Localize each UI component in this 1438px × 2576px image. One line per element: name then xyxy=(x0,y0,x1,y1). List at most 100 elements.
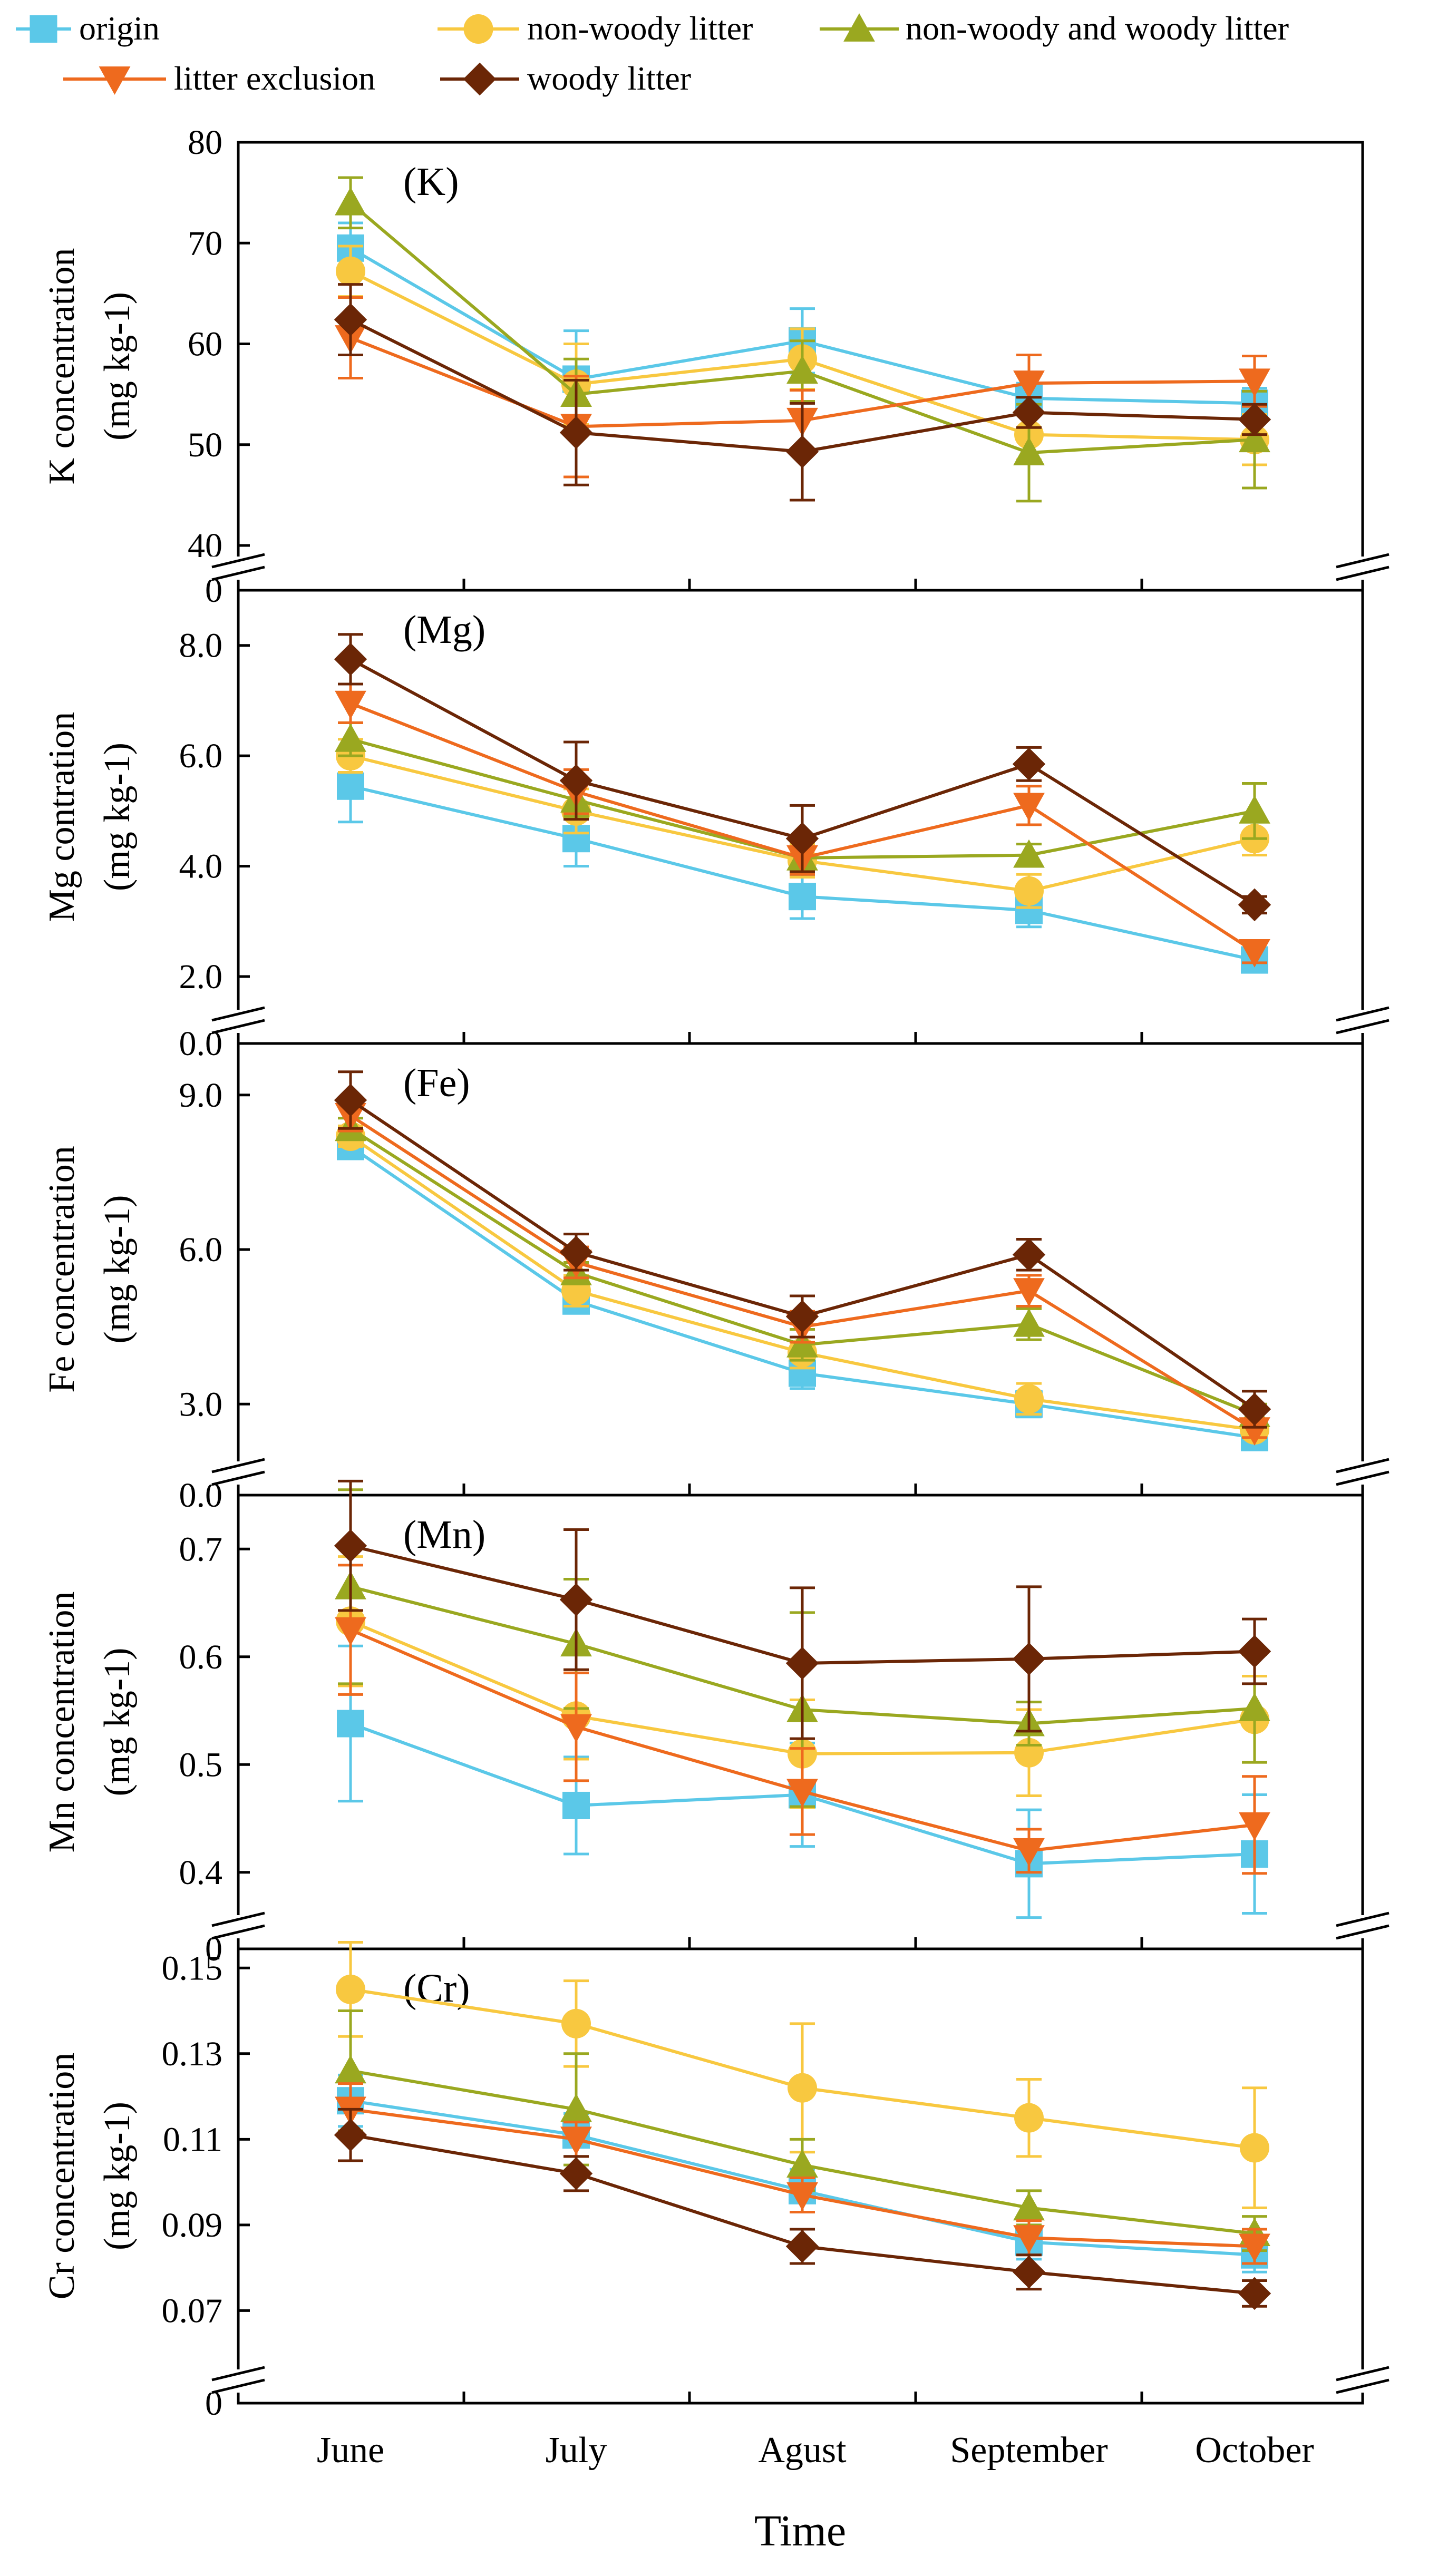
plot-frame xyxy=(237,1947,1364,2405)
axis-break-mark xyxy=(1336,1019,1390,1035)
data-point xyxy=(789,883,816,911)
legend-marker xyxy=(99,66,131,95)
data-point xyxy=(559,764,593,797)
data-point xyxy=(335,2055,366,2084)
panel-label: (Mg) xyxy=(403,608,485,652)
axis-break-mark xyxy=(1336,2378,1390,2394)
y-tick-label: 0.07 xyxy=(162,2291,223,2330)
data-point xyxy=(786,355,818,384)
data-point xyxy=(562,1791,590,1819)
data-point xyxy=(1238,1635,1271,1668)
axis-break-mark xyxy=(211,1006,265,1022)
data-point xyxy=(1239,1693,1270,1721)
legend-marker xyxy=(463,14,493,44)
x-tick-label: July xyxy=(546,2430,607,2471)
y-tick-label: 3.0 xyxy=(179,1385,223,1423)
x-axis: June July Agust September October Time xyxy=(317,2430,1314,2555)
data-point xyxy=(1239,1812,1270,1841)
y-axis-label: Mg contration xyxy=(42,712,82,922)
data-point xyxy=(1239,939,1270,968)
y-axis-label: Fe concentration xyxy=(42,1146,82,1392)
axis-break-mark xyxy=(211,1458,265,1474)
data-point xyxy=(561,2008,591,2038)
y-axis-unit-label: (mg kg-1) xyxy=(97,2102,138,2250)
panel-k: (K) K concentration (mg kg-1) 0 40506070… xyxy=(42,123,1393,610)
y-axis-label: Cr concentration xyxy=(42,2053,82,2299)
data-point xyxy=(785,435,819,469)
series-woody-litter xyxy=(334,283,1271,502)
legend-marker xyxy=(30,15,57,43)
chart-panels: (K) K concentration (mg kg-1) 0 40506070… xyxy=(42,123,1393,2423)
data-point xyxy=(1014,876,1044,906)
y-tick-label: 2.0 xyxy=(179,958,223,996)
data-point xyxy=(1013,839,1045,868)
x-tick-label: June xyxy=(317,2430,384,2471)
x-tick-label: Agust xyxy=(758,2430,847,2471)
data-point xyxy=(786,2182,818,2211)
data-point xyxy=(560,2126,592,2155)
axis-break-mark xyxy=(211,1470,265,1486)
data-point xyxy=(786,1779,818,1808)
legend-label-non-woody-and-woody-litter: non-woody and woody litter xyxy=(906,9,1289,47)
x-tick-label: September xyxy=(950,2430,1107,2471)
series-woody-litter xyxy=(334,2107,1271,2310)
data-point xyxy=(336,256,365,286)
y-axis-unit-label: (mg kg-1) xyxy=(97,292,138,441)
y-axis-unit-label: (mg kg-1) xyxy=(97,1195,138,1344)
y-tick-label: 0.15 xyxy=(162,1949,223,1987)
y-tick-label: 0.11 xyxy=(163,2120,222,2159)
data-point xyxy=(1013,1838,1045,1867)
panel-cr: (Cr) Cr concentration (mg kg-1) 0 0.070.… xyxy=(42,1941,1393,2423)
legend-label-non-woody-litter: non-woody litter xyxy=(527,9,753,47)
series-litter-exclusion xyxy=(335,1564,1270,1875)
data-point xyxy=(334,1529,367,1563)
data-point xyxy=(335,723,366,752)
data-point xyxy=(559,1583,593,1616)
data-point xyxy=(1013,1278,1045,1307)
y-tick-label: 0.4 xyxy=(179,1853,223,1892)
data-point xyxy=(785,822,819,855)
legend: origin non-woody litter non-woody and wo… xyxy=(16,9,1289,97)
axis-break-mark xyxy=(1336,1924,1390,1940)
y-tick-label: 70 xyxy=(188,224,222,262)
panel-label: (Fe) xyxy=(403,1061,470,1105)
data-point xyxy=(336,1974,365,2004)
series-woody-litter xyxy=(334,1479,1271,1740)
data-point xyxy=(337,772,364,800)
axis-break-mark xyxy=(211,1019,265,1035)
legend-label-origin: origin xyxy=(79,9,160,47)
axis-break-mark xyxy=(211,2378,265,2394)
data-point xyxy=(1014,2103,1044,2133)
axis-break-mark xyxy=(211,2366,265,2382)
y-tick-label: 9.0 xyxy=(179,1076,223,1115)
data-point xyxy=(1012,396,1046,429)
y-axis-label: K concentration xyxy=(42,248,82,485)
data-point xyxy=(1012,1238,1046,1271)
y-tick-label: 6.0 xyxy=(179,1231,223,1269)
data-point xyxy=(334,642,367,676)
y-tick-label: 60 xyxy=(188,325,222,364)
series-woody-litter xyxy=(334,633,1271,922)
data-point xyxy=(1238,403,1271,436)
y-axis-unit-label: (mg kg-1) xyxy=(97,1648,138,1797)
series-non-woody-litter xyxy=(336,1941,1269,2209)
data-point xyxy=(337,1710,364,1738)
data-point xyxy=(786,2149,818,2178)
y-tick-label: 0.7 xyxy=(179,1530,223,1568)
y-tick-label: 50 xyxy=(188,426,222,464)
axis-break-mark xyxy=(1336,1470,1390,1486)
data-point xyxy=(1239,1417,1270,1446)
data-point xyxy=(335,1617,366,1646)
data-point xyxy=(1013,370,1045,399)
axis-break-mark xyxy=(1336,565,1390,581)
data-point xyxy=(785,1300,819,1333)
y-axis-unit-label: (mg kg-1) xyxy=(97,743,138,891)
data-point xyxy=(1240,2133,1269,2163)
data-point xyxy=(334,1084,367,1117)
axis-break-mark xyxy=(211,553,265,569)
axis-break-mark xyxy=(1336,1911,1390,1927)
data-point xyxy=(1012,747,1046,781)
series-origin xyxy=(337,749,1268,974)
series-woody-litter xyxy=(334,1070,1271,1429)
data-point xyxy=(1013,2225,1045,2254)
